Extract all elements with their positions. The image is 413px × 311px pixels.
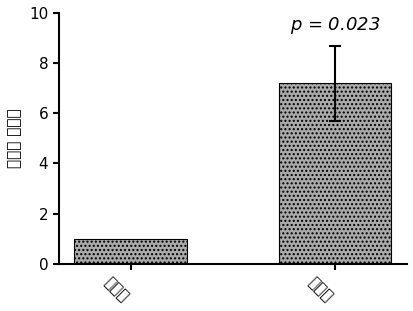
Bar	[278, 83, 390, 264]
Text: $p$ = 0.023: $p$ = 0.023	[289, 15, 379, 35]
Y-axis label: 相对表 达水平: 相对表 达水平	[7, 109, 22, 168]
Bar	[74, 239, 186, 264]
